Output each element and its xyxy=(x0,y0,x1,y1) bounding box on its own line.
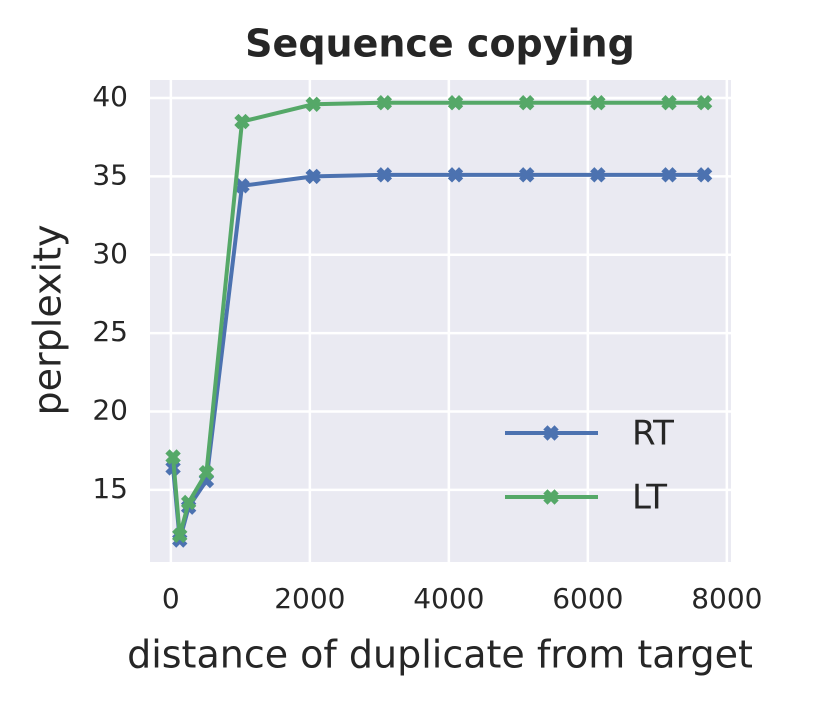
marker xyxy=(447,167,464,183)
x-tick-label: 0 xyxy=(162,582,180,615)
marker xyxy=(305,168,321,185)
marker xyxy=(447,95,464,111)
marker xyxy=(518,95,535,111)
x-axis-label: distance of duplicate from target xyxy=(127,633,753,677)
marker xyxy=(696,95,713,111)
marker xyxy=(376,167,393,183)
marker xyxy=(305,96,321,113)
marker xyxy=(661,95,677,111)
legend: RT LT xyxy=(505,414,674,518)
marker xyxy=(661,167,677,183)
marker xyxy=(518,167,535,183)
marker xyxy=(180,494,197,511)
marker xyxy=(543,489,559,505)
marker xyxy=(198,464,215,481)
marker xyxy=(590,167,606,183)
y-tick-label: 35 xyxy=(92,158,128,191)
y-tick-label: 40 xyxy=(92,80,128,113)
legend-label: LT xyxy=(632,478,667,518)
chart-title: Sequence copying xyxy=(245,22,635,66)
x-tick-label: 4000 xyxy=(413,582,484,615)
marker xyxy=(172,527,188,544)
marker xyxy=(376,95,393,111)
y-tick-label: 30 xyxy=(92,237,128,270)
marker xyxy=(590,95,606,111)
legend-label: RT xyxy=(632,414,674,454)
marker xyxy=(234,113,250,130)
plot-area xyxy=(150,80,731,562)
marker xyxy=(543,425,559,441)
series-group xyxy=(165,95,713,548)
y-tick-label: 15 xyxy=(92,472,128,505)
marker xyxy=(696,167,713,183)
x-tick-label: 6000 xyxy=(552,582,623,615)
x-tick-label: 8000 xyxy=(691,582,762,615)
y-axis-label: perplexity xyxy=(26,225,70,416)
x-tick-label: 2000 xyxy=(274,582,345,615)
marker xyxy=(165,449,181,465)
y-tick-label: 20 xyxy=(92,394,128,427)
y-tick-label: 25 xyxy=(92,315,128,348)
